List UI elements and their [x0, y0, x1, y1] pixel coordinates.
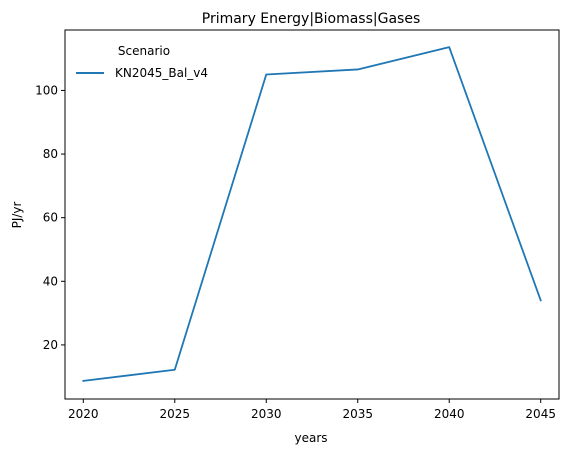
x-tick-label: 2035	[342, 407, 373, 421]
chart-title: Primary Energy|Biomass|Gases	[202, 11, 421, 27]
plot-area-frame	[64, 29, 560, 400]
x-tick-label: 2030	[251, 407, 282, 421]
legend: Scenario KN2045_Bal_v4	[76, 44, 208, 80]
y-tick-label: 100	[35, 83, 58, 97]
y-axis-label: PJ/yr	[10, 202, 24, 229]
series-line	[82, 46, 542, 382]
x-tick-label: 2025	[160, 407, 191, 421]
legend-title: Scenario	[118, 44, 170, 58]
series-layer	[82, 46, 542, 382]
x-tick-label: 2020	[68, 407, 99, 421]
y-tick-label: 80	[43, 147, 58, 161]
x-axis: 2020 2025 2030 2035 2040 2045	[68, 399, 556, 421]
y-tick-label: 60	[43, 211, 58, 225]
x-tick-label: 2045	[525, 407, 556, 421]
legend-entry-label: KN2045_Bal_v4	[115, 66, 208, 80]
y-tick-label: 40	[43, 274, 58, 288]
y-tick-label: 20	[43, 338, 58, 352]
x-axis-label: years	[294, 431, 327, 445]
y-axis: 20 40 60 80 100	[35, 83, 65, 352]
x-tick-label: 2040	[434, 407, 465, 421]
